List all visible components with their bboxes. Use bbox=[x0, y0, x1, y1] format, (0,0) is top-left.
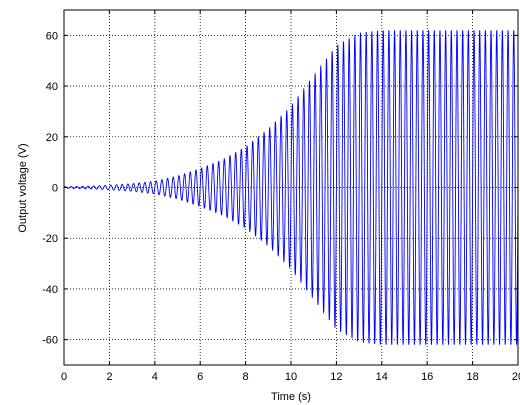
x-tick-label: 4 bbox=[152, 371, 158, 383]
x-tick-label: 2 bbox=[106, 371, 112, 383]
x-tick-label: 6 bbox=[197, 371, 203, 383]
x-tick-label: 16 bbox=[421, 371, 433, 383]
x-tick-label: 20 bbox=[512, 371, 520, 383]
x-tick-label: 0 bbox=[61, 371, 67, 383]
tick-marks bbox=[63, 10, 519, 365]
y-tick-label: -60 bbox=[42, 335, 58, 347]
y-tick-label: 60 bbox=[46, 30, 58, 42]
x-tick-label: 12 bbox=[330, 371, 342, 383]
y-tick-label: -20 bbox=[42, 233, 58, 245]
x-tick-label: 18 bbox=[466, 371, 478, 383]
y-tick-labels: -60 -40 -20 0 20 40 60 bbox=[42, 30, 58, 346]
series-line-0 bbox=[64, 30, 518, 345]
y-tick-label: 20 bbox=[46, 132, 58, 144]
y-axis-label: Output voltage (V) bbox=[17, 143, 29, 232]
y-tick-label: 40 bbox=[46, 81, 58, 93]
x-tick-labels: 0 2 4 6 8 10 12 14 16 18 20 bbox=[61, 371, 520, 383]
y-tick-label: -40 bbox=[42, 284, 58, 296]
x-tick-label: 14 bbox=[376, 371, 388, 383]
x-tick-label: 10 bbox=[285, 371, 297, 383]
x-axis-label: Time (s) bbox=[271, 391, 311, 403]
x-tick-label: 8 bbox=[243, 371, 249, 383]
y-tick-label: 0 bbox=[52, 183, 58, 195]
series-layer bbox=[64, 30, 518, 345]
